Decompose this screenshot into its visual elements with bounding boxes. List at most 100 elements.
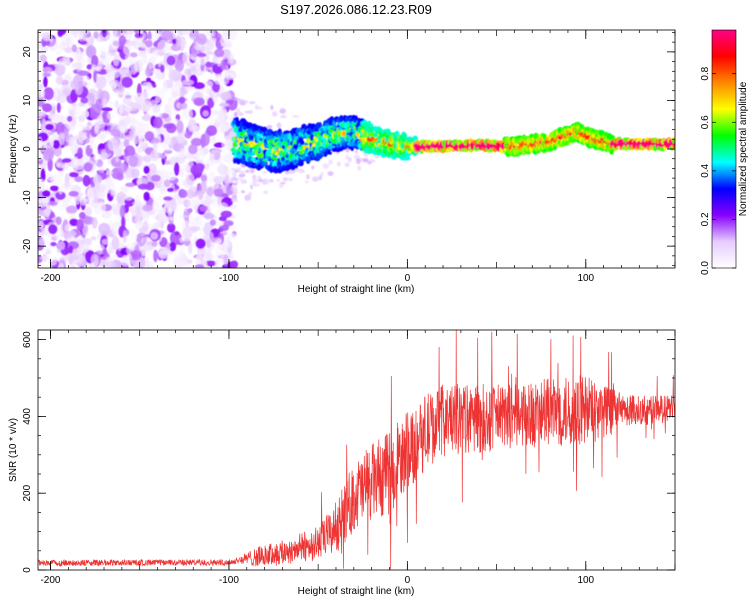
noise-cell xyxy=(207,97,215,109)
noise-cell xyxy=(146,260,154,268)
noise-cell xyxy=(174,231,180,236)
noise-cell xyxy=(42,72,52,77)
signal-cell xyxy=(262,162,267,166)
noise-cell xyxy=(154,184,162,189)
noise-cell xyxy=(143,165,150,174)
noise-cell xyxy=(200,180,207,195)
noise-cell xyxy=(95,76,107,89)
speckle-cell xyxy=(306,174,310,180)
noise-cell xyxy=(45,171,52,176)
signal-cell xyxy=(339,115,344,123)
noise-cell xyxy=(106,170,114,176)
spectrogram-y-tick-label: 20 xyxy=(22,46,33,58)
speckle-cell xyxy=(294,168,300,172)
noise-cell xyxy=(38,238,45,247)
noise-cell xyxy=(111,236,120,250)
noise-cell xyxy=(98,262,104,268)
speckle-cell xyxy=(233,189,238,195)
noise-cell xyxy=(141,114,153,122)
noise-cell xyxy=(71,139,77,145)
noise-cell xyxy=(205,239,212,248)
noise-cell xyxy=(156,72,164,80)
colorbar: 0.00.20.40.60.8 Normalized spectral ampl… xyxy=(700,29,749,275)
noise-cell xyxy=(60,84,72,97)
noise-cell xyxy=(229,260,239,268)
speckle-cell xyxy=(276,178,280,182)
noise-cell xyxy=(219,102,230,107)
noise-cell xyxy=(153,116,163,129)
noise-cell xyxy=(209,30,216,37)
noise-cell xyxy=(163,123,175,129)
noise-cell xyxy=(151,174,161,182)
noise-cell xyxy=(105,34,115,43)
spectrogram-x-tick-label: 0 xyxy=(405,273,411,284)
noise-cell xyxy=(140,99,152,113)
noise-cell xyxy=(121,76,133,88)
noise-cell xyxy=(64,180,70,188)
noise-cell xyxy=(155,95,161,104)
noise-cell xyxy=(202,245,214,253)
signal-cell xyxy=(242,126,248,131)
noise-cell xyxy=(54,85,59,100)
noise-cell xyxy=(119,186,129,193)
noise-cell xyxy=(41,118,47,131)
noise-cell xyxy=(78,130,83,142)
noise-cell xyxy=(126,30,131,38)
noise-cell xyxy=(195,72,200,77)
noise-cell xyxy=(101,238,109,245)
noise-cell xyxy=(175,35,182,49)
noise-cell xyxy=(189,226,201,232)
noise-cell xyxy=(52,139,60,149)
spectrogram-y-tick-label: 10 xyxy=(22,94,33,106)
noise-cell xyxy=(103,259,116,268)
noise-cell xyxy=(42,103,53,113)
noise-cell xyxy=(151,200,160,215)
signal-cell xyxy=(263,127,268,131)
noise-cell xyxy=(215,220,225,227)
noise-cell xyxy=(74,176,84,183)
noise-cell xyxy=(89,143,98,150)
noise-cell xyxy=(176,120,184,134)
noise-cell xyxy=(90,236,97,241)
noise-cell xyxy=(209,37,218,44)
noise-cell xyxy=(214,80,227,85)
noise-cell xyxy=(189,32,197,38)
noise-cell xyxy=(211,109,220,116)
speckle-cell xyxy=(257,175,262,182)
noise-cell xyxy=(81,58,88,67)
noise-cell xyxy=(216,114,225,125)
noise-cell xyxy=(94,207,101,215)
noise-cell xyxy=(204,163,210,171)
noise-cell xyxy=(166,55,176,66)
speckle-cell xyxy=(288,177,293,182)
noise-cell xyxy=(159,185,168,195)
noise-cell xyxy=(100,107,113,112)
noise-cell xyxy=(42,40,51,46)
noise-cell xyxy=(166,187,174,193)
noise-cell xyxy=(196,33,207,45)
noise-cell xyxy=(193,97,205,106)
speckle-cell xyxy=(282,177,289,182)
signal-cell xyxy=(311,155,316,159)
spectrogram-cells xyxy=(38,30,675,268)
speckle-cell xyxy=(304,180,309,184)
noise-cell xyxy=(153,30,161,40)
noise-cell xyxy=(142,82,153,90)
speckle-cell xyxy=(240,190,246,194)
noise-cell xyxy=(106,111,115,120)
speckle-cell xyxy=(322,163,330,169)
noise-cell xyxy=(78,30,90,35)
noise-cell xyxy=(94,121,106,129)
noise-cell xyxy=(40,256,51,261)
noise-cell xyxy=(126,253,133,265)
noise-cell xyxy=(140,236,153,251)
spectrogram-x-tick-label: -200 xyxy=(40,273,60,284)
noise-cell xyxy=(176,255,186,266)
noise-cell xyxy=(49,242,57,247)
noise-cell xyxy=(109,70,121,79)
speckle-cell xyxy=(284,170,290,175)
noise-cell xyxy=(77,70,90,76)
noise-cell xyxy=(124,94,132,99)
noise-cell xyxy=(41,228,46,234)
speckle-cell xyxy=(240,179,248,184)
